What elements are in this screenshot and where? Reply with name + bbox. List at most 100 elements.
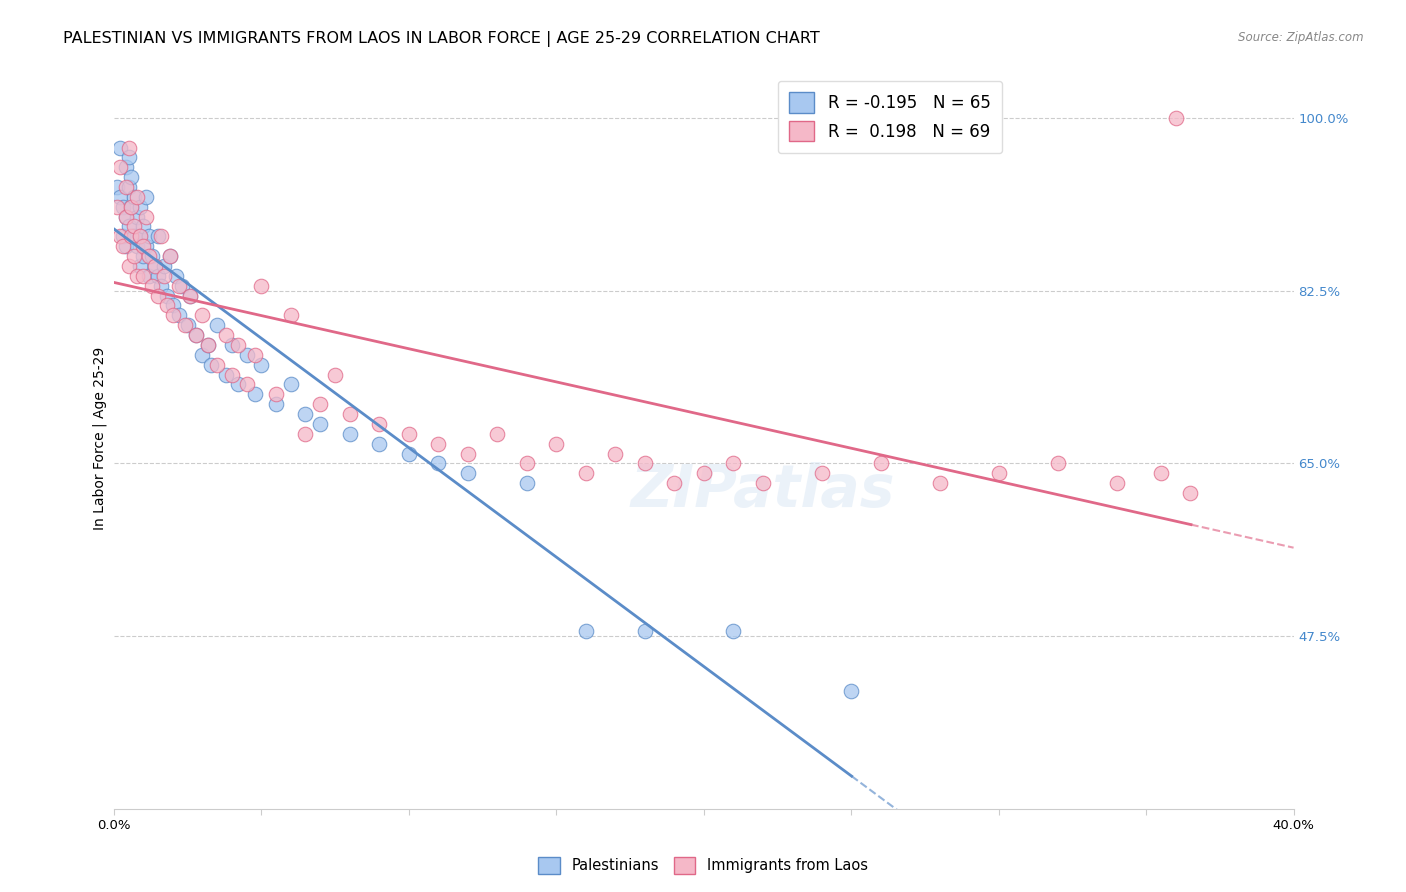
Point xyxy=(605,446,627,460)
Point xyxy=(143,259,166,273)
Point xyxy=(215,328,238,343)
Point xyxy=(105,180,128,194)
Point xyxy=(235,377,257,392)
Point xyxy=(127,239,149,253)
Point xyxy=(309,417,332,431)
Point xyxy=(221,338,243,352)
Point xyxy=(186,328,208,343)
Point xyxy=(162,309,184,323)
Point xyxy=(1150,467,1173,481)
Point xyxy=(165,268,187,283)
Point xyxy=(634,457,657,471)
Point xyxy=(167,278,190,293)
Point xyxy=(1046,457,1069,471)
Point xyxy=(108,190,131,204)
Point xyxy=(124,249,146,263)
Point xyxy=(839,683,862,698)
Point xyxy=(721,624,744,639)
Point xyxy=(156,288,179,302)
Point xyxy=(200,358,222,372)
Point xyxy=(427,436,450,450)
Point xyxy=(1180,486,1202,500)
Point xyxy=(176,318,198,333)
Point xyxy=(114,210,136,224)
Point xyxy=(280,377,302,392)
Point xyxy=(146,288,169,302)
Point xyxy=(117,259,139,273)
Point xyxy=(398,446,420,460)
Point xyxy=(516,476,538,491)
Point xyxy=(156,298,179,312)
Point xyxy=(117,180,139,194)
Point xyxy=(141,249,163,263)
Point xyxy=(264,397,287,411)
Point xyxy=(692,467,714,481)
Point xyxy=(664,476,686,491)
Legend: R = -0.195   N = 65, R =  0.198   N = 69: R = -0.195 N = 65, R = 0.198 N = 69 xyxy=(778,80,1002,153)
Point xyxy=(215,368,238,382)
Point xyxy=(810,467,832,481)
Point xyxy=(457,467,479,481)
Point xyxy=(129,200,152,214)
Point xyxy=(575,624,598,639)
Point xyxy=(167,309,190,323)
Point xyxy=(928,476,950,491)
Text: PALESTINIAN VS IMMIGRANTS FROM LAOS IN LABOR FORCE | AGE 25-29 CORRELATION CHART: PALESTINIAN VS IMMIGRANTS FROM LAOS IN L… xyxy=(63,31,820,47)
Point xyxy=(245,348,267,362)
Point xyxy=(117,140,139,154)
Point xyxy=(751,476,773,491)
Point xyxy=(146,268,169,283)
Point xyxy=(124,219,146,234)
Point xyxy=(135,239,157,253)
Point xyxy=(114,160,136,174)
Point xyxy=(869,457,891,471)
Point xyxy=(323,368,346,382)
Point xyxy=(721,457,744,471)
Point xyxy=(159,249,181,263)
Point xyxy=(105,200,128,214)
Legend: Palestinians, Immigrants from Laos: Palestinians, Immigrants from Laos xyxy=(531,851,875,880)
Point xyxy=(149,278,172,293)
Point xyxy=(138,249,160,263)
Point xyxy=(146,229,169,244)
Point xyxy=(153,259,176,273)
Point xyxy=(111,200,134,214)
Point xyxy=(280,309,302,323)
Point xyxy=(162,298,184,312)
Point xyxy=(987,467,1010,481)
Point xyxy=(173,318,195,333)
Point xyxy=(179,288,201,302)
Point xyxy=(127,210,149,224)
Point xyxy=(132,268,155,283)
Point xyxy=(138,268,160,283)
Point xyxy=(197,338,219,352)
Point xyxy=(108,160,131,174)
Text: Source: ZipAtlas.com: Source: ZipAtlas.com xyxy=(1239,31,1364,45)
Point xyxy=(398,426,420,441)
Point xyxy=(121,200,143,214)
Point xyxy=(117,219,139,234)
Point xyxy=(124,229,146,244)
Point xyxy=(368,417,391,431)
Point xyxy=(226,338,249,352)
Point xyxy=(575,467,598,481)
Point xyxy=(186,328,208,343)
Point xyxy=(141,278,163,293)
Point xyxy=(1105,476,1128,491)
Point xyxy=(121,200,143,214)
Point xyxy=(339,426,361,441)
Point xyxy=(250,358,273,372)
Point xyxy=(135,210,157,224)
Point xyxy=(121,170,143,185)
Point xyxy=(159,249,181,263)
Point xyxy=(132,239,155,253)
Point xyxy=(129,229,152,244)
Point xyxy=(197,338,219,352)
Point xyxy=(264,387,287,401)
Point xyxy=(127,190,149,204)
Point xyxy=(191,348,214,362)
Point xyxy=(111,229,134,244)
Point xyxy=(149,229,172,244)
Point xyxy=(124,190,146,204)
Point xyxy=(339,407,361,421)
